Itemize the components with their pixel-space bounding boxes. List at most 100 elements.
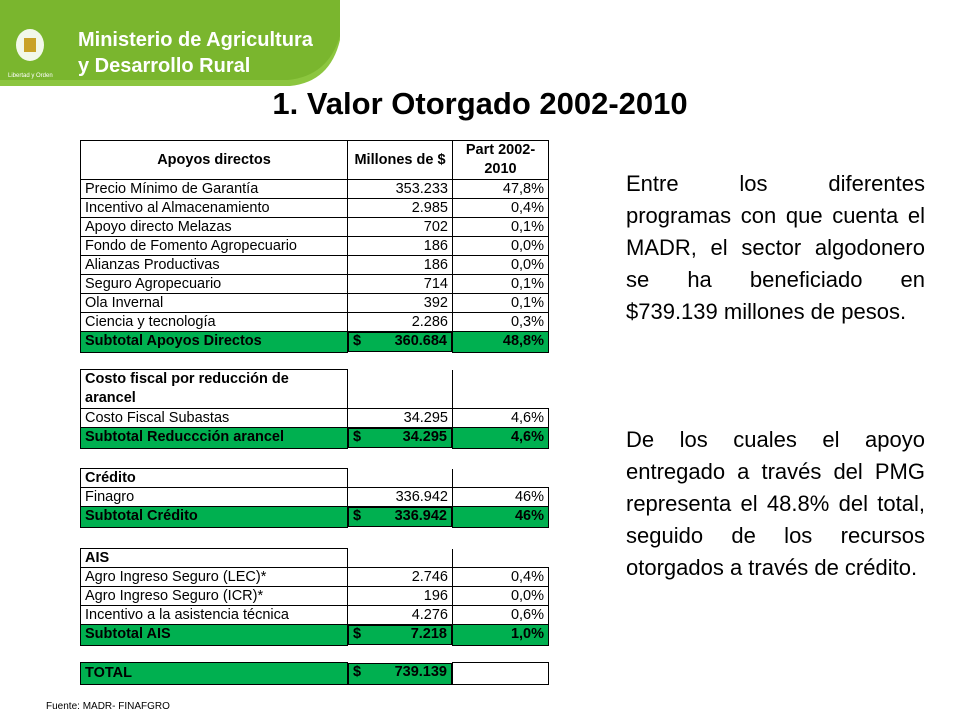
cell: 196 — [347, 586, 453, 606]
cell: TOTAL — [80, 662, 348, 685]
value: 360.684 — [394, 333, 447, 349]
row: Ola Invernal 392 0,1% — [80, 293, 549, 313]
cell: Ciencia y tecnología — [80, 312, 348, 332]
cell — [452, 662, 549, 685]
value: 336.942 — [394, 508, 447, 524]
cell: Alianzas Productivas — [80, 255, 348, 275]
cell: 0,0% — [452, 255, 549, 275]
cell: $7.218 — [348, 625, 452, 645]
cell: Seguro Agropecuario — [80, 274, 348, 294]
cell: 392 — [347, 293, 453, 313]
table: Costo fiscal por reducción de arancel Co… — [80, 369, 549, 449]
cell: Millones de $ — [347, 140, 453, 180]
cell: Apoyo directo Melazas — [80, 217, 348, 237]
row: Incentivo a la asistencia técnica 4.276 0,… — [80, 605, 549, 625]
cell — [347, 548, 453, 568]
table: AIS Agro Ingreso Seguro (LEC)* 2.746 0,4% Ag… — [80, 548, 549, 646]
cell: Costo fiscal por reducción de arancel — [80, 369, 348, 409]
cell: 4,6% — [452, 408, 549, 428]
cell: Incentivo al Almacenamiento — [80, 198, 348, 218]
table: Apoyos directos Millones de $ Part 2002-20… — [80, 140, 549, 353]
header-row: AIS — [80, 548, 549, 568]
value: 7.218 — [410, 626, 447, 642]
cell: 0,1% — [452, 274, 549, 294]
row: Agro Ingreso Seguro (LEC)* 2.746 0,4% — [80, 567, 549, 587]
cell: 1,0% — [452, 624, 549, 646]
currency: $ — [353, 333, 362, 349]
header-row: Costo fiscal por reducción de arancel — [80, 369, 549, 409]
cell: 47,8% — [452, 179, 549, 199]
cell: 48,8% — [452, 331, 549, 353]
cell: Subtotal Apoyos Directos — [80, 331, 348, 353]
cell: Subtotal Reduccción arancel — [80, 427, 348, 449]
total-row: TOTAL $739.139 — [80, 662, 549, 685]
cell: 0,3% — [452, 312, 549, 332]
ministry-line2: y Desarrollo Rural — [78, 55, 250, 77]
cell: 2.746 — [347, 567, 453, 587]
cell: Incentivo a la asistencia técnica — [80, 605, 348, 625]
row: Ciencia y tecnología 2.286 0,3% — [80, 312, 549, 332]
value: 739.139 — [394, 663, 447, 680]
cell: 186 — [347, 255, 453, 275]
row: Agro Ingreso Seguro (ICR)* 196 0,0% — [80, 586, 549, 606]
cell: 702 — [347, 217, 453, 237]
cell: Agro Ingreso Seguro (LEC)* — [80, 567, 348, 587]
cell — [452, 468, 549, 488]
cell: $336.942 — [348, 507, 452, 527]
table: Crédito Finagro 336.942 46% Subtotal Crédito… — [80, 468, 549, 528]
cell: Agro Ingreso Seguro (ICR)* — [80, 586, 348, 606]
paragraph: De los cuales el apoyo entregado a travé… — [626, 427, 925, 580]
cell: 0,6% — [452, 605, 549, 625]
table: TOTAL $739.139 — [80, 662, 549, 685]
row: Costo Fiscal Subastas 34.295 4,6% — [80, 408, 549, 428]
currency: $ — [353, 663, 362, 680]
cell: 4,6% — [452, 427, 549, 449]
source: Fuente: MADR- FINAFGRO — [46, 701, 170, 712]
subtotal-row: Subtotal Reduccción arancel $34.295 4,6% — [80, 427, 549, 449]
header-row: Apoyos directos Millones de $ Part 2002-20… — [80, 140, 549, 180]
cell — [452, 548, 549, 568]
currency: $ — [353, 626, 362, 642]
row: Alianzas Productivas 186 0,0% — [80, 255, 549, 275]
cell: $34.295 — [348, 428, 452, 448]
cell: Part 2002-2010 — [452, 140, 549, 180]
cell: 0,4% — [452, 567, 549, 587]
row: Fondo de Fomento Agropecuario 186 0,0% — [80, 236, 549, 256]
cell: Subtotal AIS — [80, 624, 348, 646]
header-row: Crédito — [80, 468, 549, 488]
cell: Ola Invernal — [80, 293, 348, 313]
cell: 2.985 — [347, 198, 453, 218]
ministry-line1: Ministerio de Agricultura — [78, 29, 314, 51]
currency: $ — [353, 508, 362, 524]
value: 34.295 — [402, 429, 447, 445]
subtotal-row: Subtotal Crédito $336.942 46% — [80, 506, 549, 528]
row: Seguro Agropecuario 714 0,1% — [80, 274, 549, 294]
cell: 0,1% — [452, 293, 549, 313]
title: 1. Valor Otorgado 2002-2010 — [272, 86, 688, 121]
row: Incentivo al Almacenamiento 2.985 0,4% — [80, 198, 549, 218]
cell: Apoyos directos — [80, 140, 348, 180]
cell: 46% — [452, 506, 549, 528]
cell: Crédito — [80, 468, 348, 488]
cell: 0,0% — [452, 586, 549, 606]
cell: 0,1% — [452, 217, 549, 237]
cell: 714 — [347, 274, 453, 294]
cell: AIS — [80, 548, 348, 568]
row: Precio Mínimo de Garantía 353.233 47,8% — [80, 179, 549, 199]
cell: 46% — [452, 487, 549, 507]
currency: $ — [353, 429, 362, 445]
cell: $360.684 — [348, 332, 452, 352]
cell — [347, 468, 453, 488]
cell: 0,4% — [452, 198, 549, 218]
cell: 4.276 — [347, 605, 453, 625]
subtotal-row: Subtotal AIS $7.218 1,0% — [80, 624, 549, 646]
cell: 0,0% — [452, 236, 549, 256]
cell: 2.286 — [347, 312, 453, 332]
cell — [347, 369, 453, 409]
cell: Finagro — [80, 487, 348, 507]
cell: 186 — [347, 236, 453, 256]
cell: Precio Mínimo de Garantía — [80, 179, 348, 199]
cell: 353.233 — [347, 179, 453, 199]
cell: 34.295 — [347, 408, 453, 428]
